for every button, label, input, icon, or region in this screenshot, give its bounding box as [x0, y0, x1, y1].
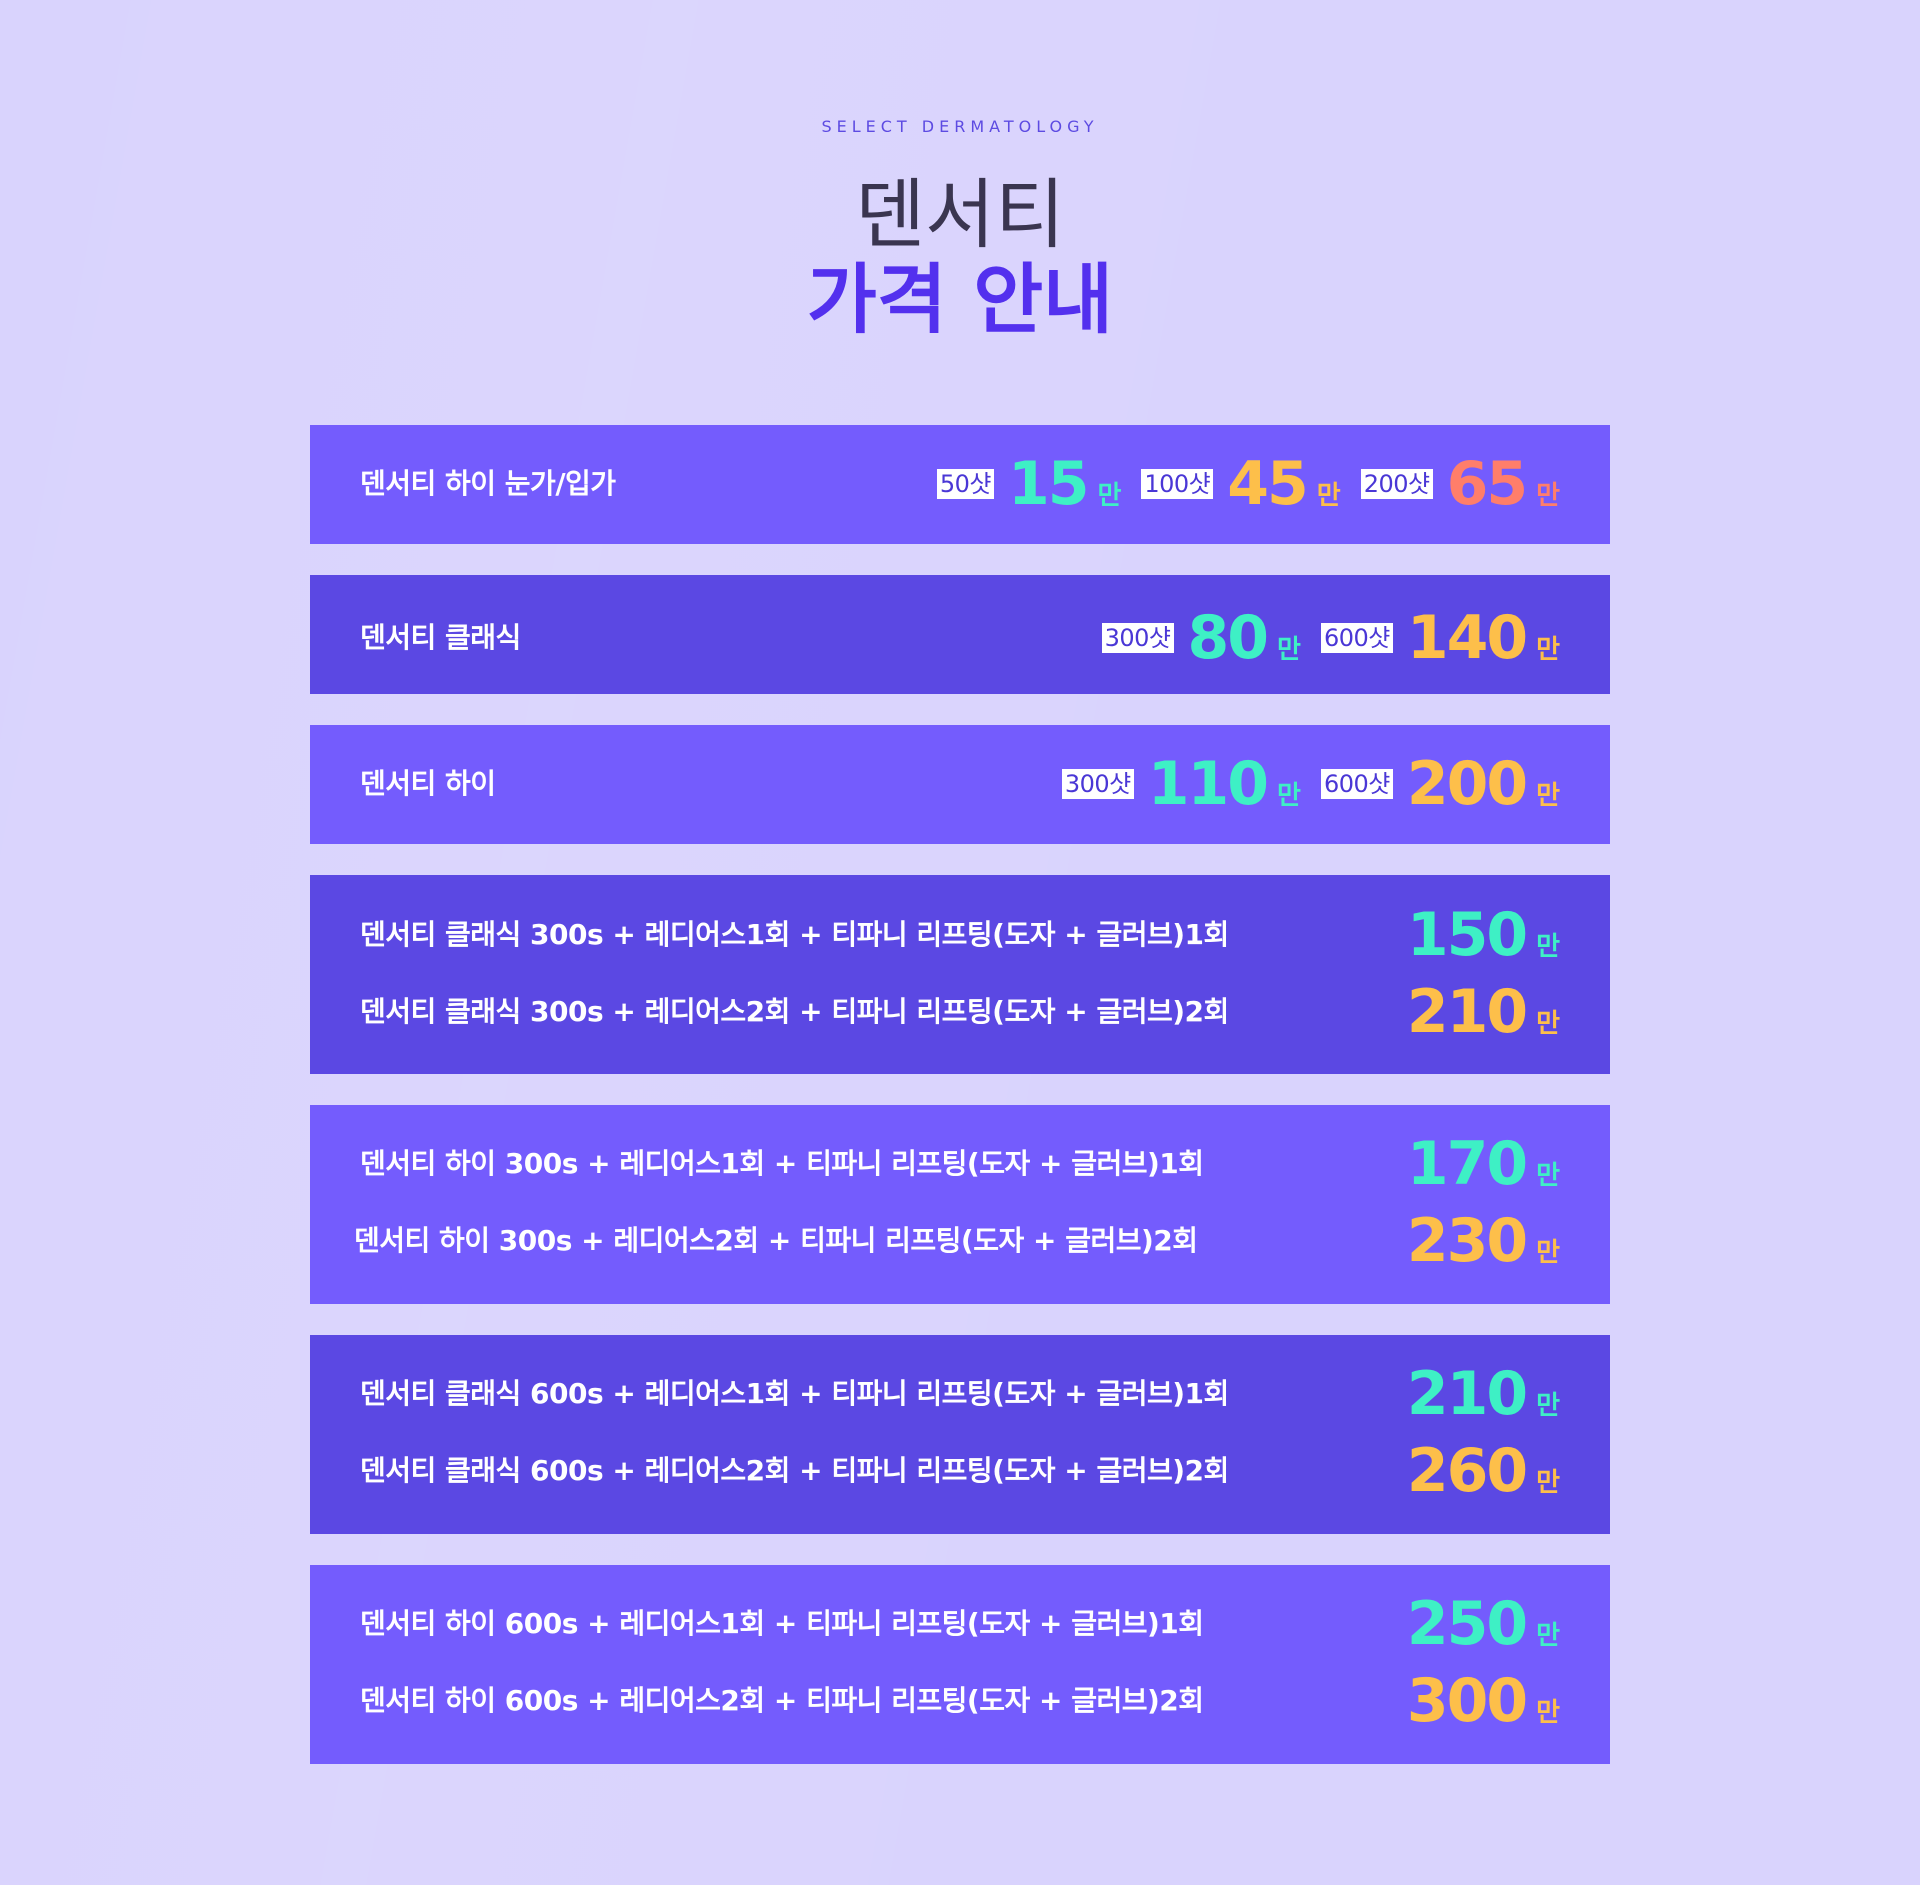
- price-option: 200샷 65 만: [1360, 446, 1560, 522]
- price-card-high-300-package: 덴서티 하이 300s + 레디어스1회 + 티파니 리프팅(도자 + 글러브)…: [310, 1105, 1610, 1304]
- treatment-label: 덴서티 하이 눈가/입가: [360, 467, 616, 500]
- price-unit: 만: [1536, 1621, 1560, 1651]
- price-unit: 만: [1536, 635, 1560, 665]
- price-card-classic-300-package: 덴서티 클래식 300s + 레디어스1회 + 티파니 리프팅(도자 + 글러브…: [310, 875, 1610, 1074]
- price-amount: 80: [1187, 603, 1269, 673]
- shot-count-badge: 600샷: [1320, 769, 1393, 799]
- price-list: 150 만: [1407, 897, 1560, 973]
- price-card-classic: 덴서티 클래식 300샷 80 만 600샷 140 만: [310, 575, 1610, 694]
- price-list: 260 만: [1407, 1433, 1560, 1509]
- price-unit: 만: [1536, 1009, 1560, 1039]
- price-amount: 210: [1406, 977, 1528, 1047]
- price-row: 덴서티 하이 눈가/입가 50샷 15 만 100샷 45 만 200샷 65 …: [310, 446, 1610, 522]
- price-unit: 만: [1536, 1698, 1560, 1728]
- price-card-high: 덴서티 하이 300샷 110 만 600샷 200 만: [310, 725, 1610, 844]
- price-unit: 만: [1536, 932, 1560, 962]
- price-amount: 250: [1406, 1589, 1528, 1659]
- price-unit: 만: [1536, 1468, 1560, 1498]
- price-list: 170 만: [1407, 1126, 1560, 1202]
- price-unit: 만: [1536, 1161, 1560, 1191]
- shot-count-badge: 100샷: [1141, 469, 1214, 499]
- price-amount: 150: [1406, 900, 1528, 970]
- price-unit: 만: [1097, 481, 1122, 511]
- price-card-classic-600-package: 덴서티 클래식 600s + 레디어스1회 + 티파니 리프팅(도자 + 글러브…: [310, 1335, 1610, 1534]
- price-amount: 300: [1406, 1666, 1528, 1736]
- price-list: 230 만: [1407, 1203, 1560, 1279]
- price-option: 600샷 200 만: [1320, 746, 1560, 822]
- shot-count-badge: 300샷: [1061, 769, 1134, 799]
- page-title-line1: 덴서티: [855, 170, 1065, 259]
- price-row: 덴서티 하이 300s + 레디어스2회 + 티파니 리프팅(도자 + 글러브)…: [310, 1203, 1610, 1279]
- price-row: 덴서티 클래식 300s + 레디어스1회 + 티파니 리프팅(도자 + 글러브…: [310, 897, 1610, 973]
- price-unit: 만: [1536, 1391, 1560, 1421]
- price-row: 덴서티 하이 300샷 110 만 600샷 200 만: [310, 746, 1610, 822]
- shot-count-badge: 600샷: [1320, 623, 1393, 653]
- price-row: 덴서티 하이 600s + 레디어스2회 + 티파니 리프팅(도자 + 글러브)…: [310, 1663, 1610, 1739]
- price-list: 210 만: [1407, 1356, 1560, 1432]
- price-list: 50샷 15 만 100샷 45 만 200샷 65 만: [936, 446, 1560, 522]
- price-amount: 170: [1406, 1129, 1528, 1199]
- price-amount: 65: [1446, 449, 1528, 519]
- price-amount: 110: [1147, 749, 1269, 819]
- price-row: 덴서티 클래식 300샷 80 만 600샷 140 만: [310, 600, 1610, 676]
- shot-count-badge: 300샷: [1101, 623, 1174, 653]
- treatment-label: 덴서티 클래식 600s + 레디어스1회 + 티파니 리프팅(도자 + 글러브…: [360, 1377, 1229, 1410]
- price-amount: 15: [1007, 449, 1089, 519]
- price-unit: 만: [1536, 1238, 1560, 1268]
- price-unit: 만: [1277, 635, 1301, 665]
- price-list: 300 만: [1407, 1663, 1560, 1739]
- price-unit: 만: [1536, 481, 1560, 511]
- treatment-label: 덴서티 하이: [360, 767, 496, 800]
- treatment-label: 덴서티 클래식 300s + 레디어스1회 + 티파니 리프팅(도자 + 글러브…: [360, 918, 1229, 951]
- price-option: 210 만: [1407, 1356, 1560, 1432]
- treatment-label: 덴서티 하이 600s + 레디어스2회 + 티파니 리프팅(도자 + 글러브)…: [360, 1684, 1204, 1717]
- page-title-line2: 가격 안내: [806, 255, 1114, 344]
- price-card-high-600-package: 덴서티 하이 600s + 레디어스1회 + 티파니 리프팅(도자 + 글러브)…: [310, 1565, 1610, 1764]
- price-option: 170 만: [1407, 1126, 1560, 1202]
- price-option: 100샷 45 만: [1141, 446, 1341, 522]
- treatment-label: 덴서티 하이 600s + 레디어스1회 + 티파니 리프팅(도자 + 글러브)…: [360, 1607, 1204, 1640]
- price-amount: 230: [1406, 1206, 1528, 1276]
- price-option: 230 만: [1407, 1203, 1560, 1279]
- treatment-label: 덴서티 클래식: [360, 621, 521, 654]
- price-row: 덴서티 하이 600s + 레디어스1회 + 티파니 리프팅(도자 + 글러브)…: [310, 1586, 1610, 1662]
- price-list: 210 만: [1407, 974, 1560, 1050]
- treatment-label: 덴서티 클래식 300s + 레디어스2회 + 티파니 리프팅(도자 + 글러브…: [360, 995, 1229, 1028]
- price-amount: 210: [1406, 1359, 1528, 1429]
- price-unit: 만: [1316, 481, 1341, 511]
- price-option: 50샷 15 만: [936, 446, 1122, 522]
- price-option: 300 만: [1407, 1663, 1560, 1739]
- price-amount: 140: [1406, 603, 1528, 673]
- price-option: 250 만: [1407, 1586, 1560, 1662]
- price-amount: 200: [1406, 749, 1528, 819]
- price-row: 덴서티 클래식 300s + 레디어스2회 + 티파니 리프팅(도자 + 글러브…: [310, 974, 1610, 1050]
- price-option: 600샷 140 만: [1320, 600, 1560, 676]
- shot-count-badge: 200샷: [1360, 469, 1433, 499]
- price-option: 300샷 80 만: [1101, 600, 1301, 676]
- price-amount: 45: [1227, 449, 1308, 519]
- price-list: 300샷 80 만 600샷 140 만: [1101, 600, 1560, 676]
- page-eyebrow: SELECT DERMATOLOGY: [821, 117, 1099, 136]
- treatment-label: 덴서티 하이 300s + 레디어스2회 + 티파니 리프팅(도자 + 글러브)…: [354, 1224, 1198, 1257]
- price-row: 덴서티 클래식 600s + 레디어스2회 + 티파니 리프팅(도자 + 글러브…: [310, 1433, 1610, 1509]
- price-row: 덴서티 하이 300s + 레디어스1회 + 티파니 리프팅(도자 + 글러브)…: [310, 1126, 1610, 1202]
- price-list: 300샷 110 만 600샷 200 만: [1061, 746, 1560, 822]
- treatment-label: 덴서티 클래식 600s + 레디어스2회 + 티파니 리프팅(도자 + 글러브…: [360, 1454, 1229, 1487]
- price-option: 260 만: [1407, 1433, 1560, 1509]
- treatment-label: 덴서티 하이 300s + 레디어스1회 + 티파니 리프팅(도자 + 글러브)…: [360, 1147, 1204, 1180]
- price-unit: 만: [1277, 781, 1301, 811]
- price-list: 250 만: [1407, 1586, 1560, 1662]
- shot-count-badge: 50샷: [936, 469, 994, 499]
- price-option: 300샷 110 만: [1061, 746, 1301, 822]
- price-unit: 만: [1536, 781, 1560, 811]
- price-option: 150 만: [1407, 897, 1560, 973]
- price-row: 덴서티 클래식 600s + 레디어스1회 + 티파니 리프팅(도자 + 글러브…: [310, 1356, 1610, 1432]
- price-option: 210 만: [1407, 974, 1560, 1050]
- price-card-high-eye-mouth: 덴서티 하이 눈가/입가 50샷 15 만 100샷 45 만 200샷 65 …: [310, 425, 1610, 544]
- price-amount: 260: [1406, 1436, 1528, 1506]
